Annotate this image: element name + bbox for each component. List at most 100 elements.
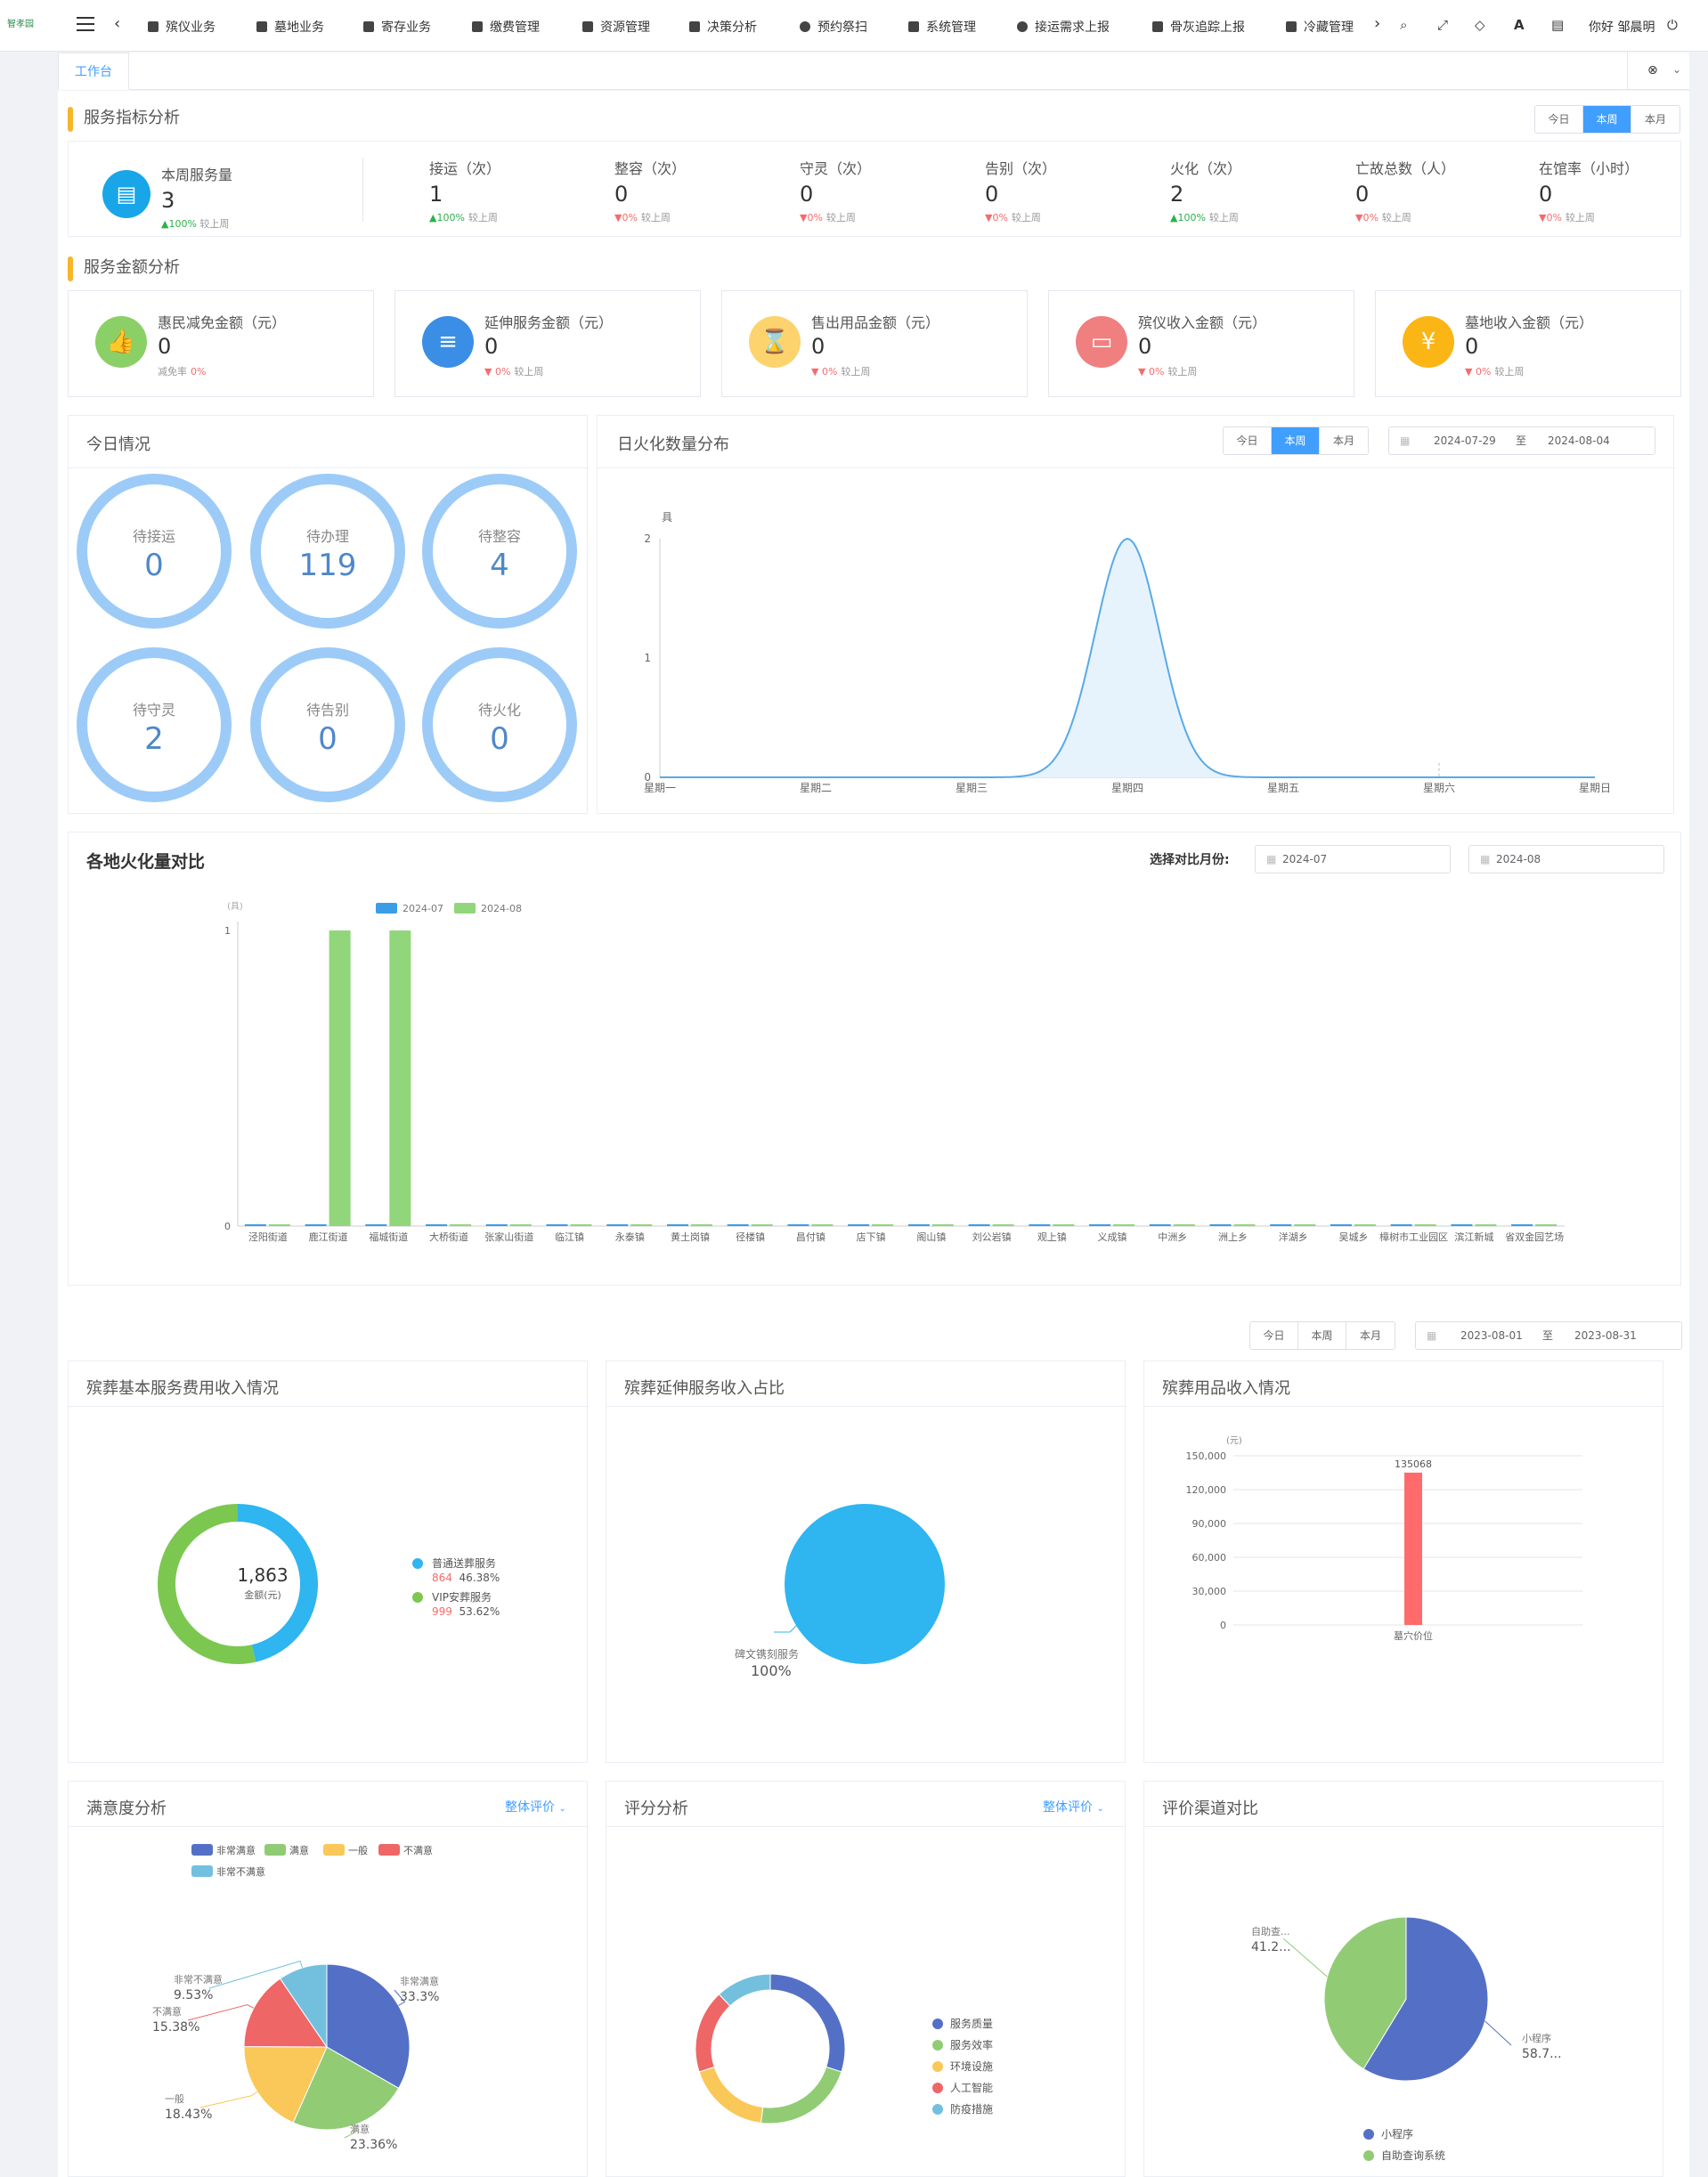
legend-label: 一般 bbox=[348, 1845, 368, 1856]
goods-income-title: 殡葬用品收入情况 bbox=[1162, 1379, 1290, 1398]
slice-pct: 23.36% bbox=[350, 2138, 397, 2152]
legend-label: 满意 bbox=[289, 1844, 309, 1856]
label-line bbox=[187, 2004, 255, 2021]
file-icon bbox=[1152, 21, 1163, 32]
goods-income-panel: 殡葬用品收入情况 (元) 0 30,000 60,000 90,000 120,000 15… bbox=[1143, 1361, 1664, 1763]
satisfaction-dropdown[interactable]: 整体评价 ⌄ bbox=[505, 1798, 566, 1816]
legend-vip-service: VIP安葬服务 bbox=[412, 1589, 492, 1604]
stat-item: 在馆率（小时） 0 ▼0% 较上周 bbox=[1539, 157, 1639, 224]
change-suffix: 较上周 bbox=[826, 212, 856, 223]
today-ring[interactable]: 待整容 4 bbox=[422, 474, 577, 629]
font-size-icon[interactable]: A bbox=[1514, 17, 1525, 33]
period-month[interactable]: 本月 bbox=[1332, 435, 1354, 447]
x-tick-label: 张家山街道 bbox=[484, 1231, 533, 1243]
period-month[interactable]: 本月 bbox=[1644, 113, 1666, 126]
period-today[interactable]: 今日 bbox=[1535, 106, 1583, 133]
period-today[interactable]: 今日 bbox=[1250, 1322, 1298, 1349]
nav-scroll-right-icon[interactable]: › bbox=[1374, 14, 1381, 33]
power-icon[interactable]: ⏻ bbox=[1667, 17, 1678, 33]
period-today[interactable]: 今日 bbox=[1224, 427, 1272, 454]
period-week[interactable]: 本周 bbox=[1298, 1322, 1346, 1349]
diamond-icon[interactable]: ◇ bbox=[1475, 17, 1485, 33]
nav-item-funeral[interactable]: 殡仪业务 bbox=[148, 18, 216, 36]
period-month[interactable]: 本月 bbox=[1359, 1329, 1381, 1342]
period-week[interactable]: 本周 bbox=[1272, 427, 1320, 454]
change-suffix: 较上周 bbox=[1381, 212, 1411, 223]
nav-item-system[interactable]: 系统管理 bbox=[908, 18, 976, 36]
nav-item-cold-storage[interactable]: 冷藏管理 bbox=[1286, 18, 1354, 36]
today-ring[interactable]: 待办理 119 bbox=[250, 474, 405, 629]
menu-toggle-icon[interactable] bbox=[77, 17, 94, 31]
bar-2024-08 bbox=[751, 1224, 773, 1226]
bar-2024-07 bbox=[907, 1224, 930, 1226]
basic-income-chart bbox=[158, 1504, 318, 1664]
service-index-panel: ▤ 本周服务量 3 ▲100% 较上周 bbox=[68, 141, 1681, 237]
rating-dropdown[interactable]: 整体评价 ⌄ bbox=[1043, 1798, 1104, 1816]
amount-card: ▭ 殡仪收入金额（元） 0 ▼ 0% 较上周 bbox=[1048, 290, 1354, 397]
change-value: 0% bbox=[1475, 366, 1492, 378]
legend-label: 2024-08 bbox=[481, 903, 522, 914]
nav-item-decision[interactable]: 决策分析 bbox=[689, 18, 757, 36]
change-pct: ▼0% bbox=[614, 212, 638, 223]
bar-2024-07 bbox=[666, 1224, 688, 1226]
x-tick-label: 星期二 bbox=[800, 782, 832, 794]
stat-item: 接运（次） 1 ▲100% 较上周 bbox=[429, 157, 500, 224]
date-to[interactable]: 2024-08-04 bbox=[1548, 435, 1610, 447]
close-tabs-icon[interactable]: ⊗ bbox=[1647, 63, 1658, 77]
nav-item-appointment[interactable]: 预约祭扫 bbox=[800, 18, 867, 36]
month1-picker[interactable]: ▦ 2024-07 bbox=[1255, 845, 1451, 873]
document-icon[interactable]: ▤ bbox=[1551, 17, 1565, 33]
y-unit: 具 bbox=[662, 511, 672, 524]
nav-item-transport-report[interactable]: 接运需求上报 bbox=[1017, 18, 1110, 36]
nav-item-ashes-report[interactable]: 骨灰追踪上报 bbox=[1152, 18, 1245, 36]
bar-2024-07 bbox=[1209, 1224, 1232, 1226]
x-tick-label: 中洲乡 bbox=[1158, 1231, 1187, 1243]
stat-item: 亡故总数（人） 0 ▼0% 较上周 bbox=[1355, 157, 1455, 224]
today-ring[interactable]: 待接运 0 bbox=[77, 474, 232, 629]
month2-picker[interactable]: ▦ 2024-08 bbox=[1468, 845, 1664, 873]
nav-scroll-left-icon[interactable]: ‹ bbox=[114, 14, 121, 33]
date-from[interactable]: 2024-07-29 bbox=[1434, 435, 1496, 447]
period-week[interactable]: 本周 bbox=[1583, 106, 1631, 133]
basic-income-total-label: 金额(元) bbox=[244, 1589, 281, 1601]
bar-2024-08 bbox=[389, 930, 411, 1226]
bar-2024-07 bbox=[968, 1224, 990, 1226]
slice-label: 非常满意 bbox=[400, 1975, 439, 1987]
bar-2024-07 bbox=[1330, 1224, 1352, 1226]
app-logo[interactable]: 智孝园 bbox=[7, 20, 34, 29]
today-ring[interactable]: 待告别 0 bbox=[250, 647, 405, 802]
nav-item-payment[interactable]: 缴费管理 bbox=[472, 18, 540, 36]
slice-pct: 18.43% bbox=[165, 2108, 212, 2122]
tab-workbench[interactable]: 工作台 bbox=[58, 53, 129, 90]
today-ring[interactable]: 待守灵 2 bbox=[77, 647, 232, 802]
cremation-date-range[interactable]: ▦ 2024-07-29 至 2024-08-04 bbox=[1388, 426, 1655, 455]
satisfaction-panel: 满意度分析 整体评价 ⌄ 非常满意 满意 一般 不满意 非常不满意 非常满意 33.3% 满意… bbox=[68, 1781, 589, 2177]
y-tick-label: 120,000 bbox=[1186, 1484, 1227, 1496]
bar-2024-08 bbox=[1233, 1224, 1256, 1226]
legend-vip-value: 999 53.62% bbox=[432, 1605, 500, 1618]
chevron-down-icon: ⌄ bbox=[1096, 1804, 1104, 1814]
date-from[interactable]: 2023-08-01 bbox=[1460, 1329, 1523, 1342]
change-suffix: 较上周 bbox=[1494, 366, 1525, 378]
date-to[interactable]: 2023-08-31 bbox=[1574, 1329, 1637, 1342]
region-panel: 各地火化量对比 选择对比月份: ▦ 2024-07 ▦ 2024-08 (具) 0… bbox=[68, 832, 1681, 1286]
chevron-down-icon[interactable]: ⌄ bbox=[1672, 63, 1682, 76]
fullscreen-icon[interactable]: ⤢ bbox=[1437, 17, 1449, 33]
legend-label: 防疫措施 bbox=[950, 2102, 993, 2116]
slice-pct: 58.7... bbox=[1522, 2047, 1562, 2061]
nav-item-cemetery[interactable]: 墓地业务 bbox=[256, 18, 324, 36]
calendar-icon: ▦ bbox=[1480, 853, 1491, 865]
legend-label: 人工智能 bbox=[950, 2081, 993, 2094]
change-pct: 0% bbox=[191, 366, 207, 378]
search-icon[interactable]: ⌕ bbox=[1400, 17, 1408, 33]
today-ring[interactable]: 待火化 0 bbox=[422, 647, 577, 802]
cemetery-icon bbox=[256, 21, 267, 32]
nav-label: 冷藏管理 bbox=[1304, 20, 1354, 35]
goods-income-chart: (元) 0 30,000 60,000 90,000 120,000 150,000 1350… bbox=[1186, 1436, 1582, 1642]
nav-item-storage[interactable]: 寄存业务 bbox=[363, 18, 431, 36]
income-date-range[interactable]: ▦ 2023-08-01 至 2023-08-31 bbox=[1415, 1321, 1682, 1350]
bar-2024-07 bbox=[1511, 1224, 1533, 1226]
user-greeting[interactable]: 你好 邹晨明 bbox=[1589, 20, 1655, 35]
stat-change: ▲100% 较上周 bbox=[429, 210, 500, 224]
nav-item-resource[interactable]: 资源管理 bbox=[582, 18, 650, 36]
